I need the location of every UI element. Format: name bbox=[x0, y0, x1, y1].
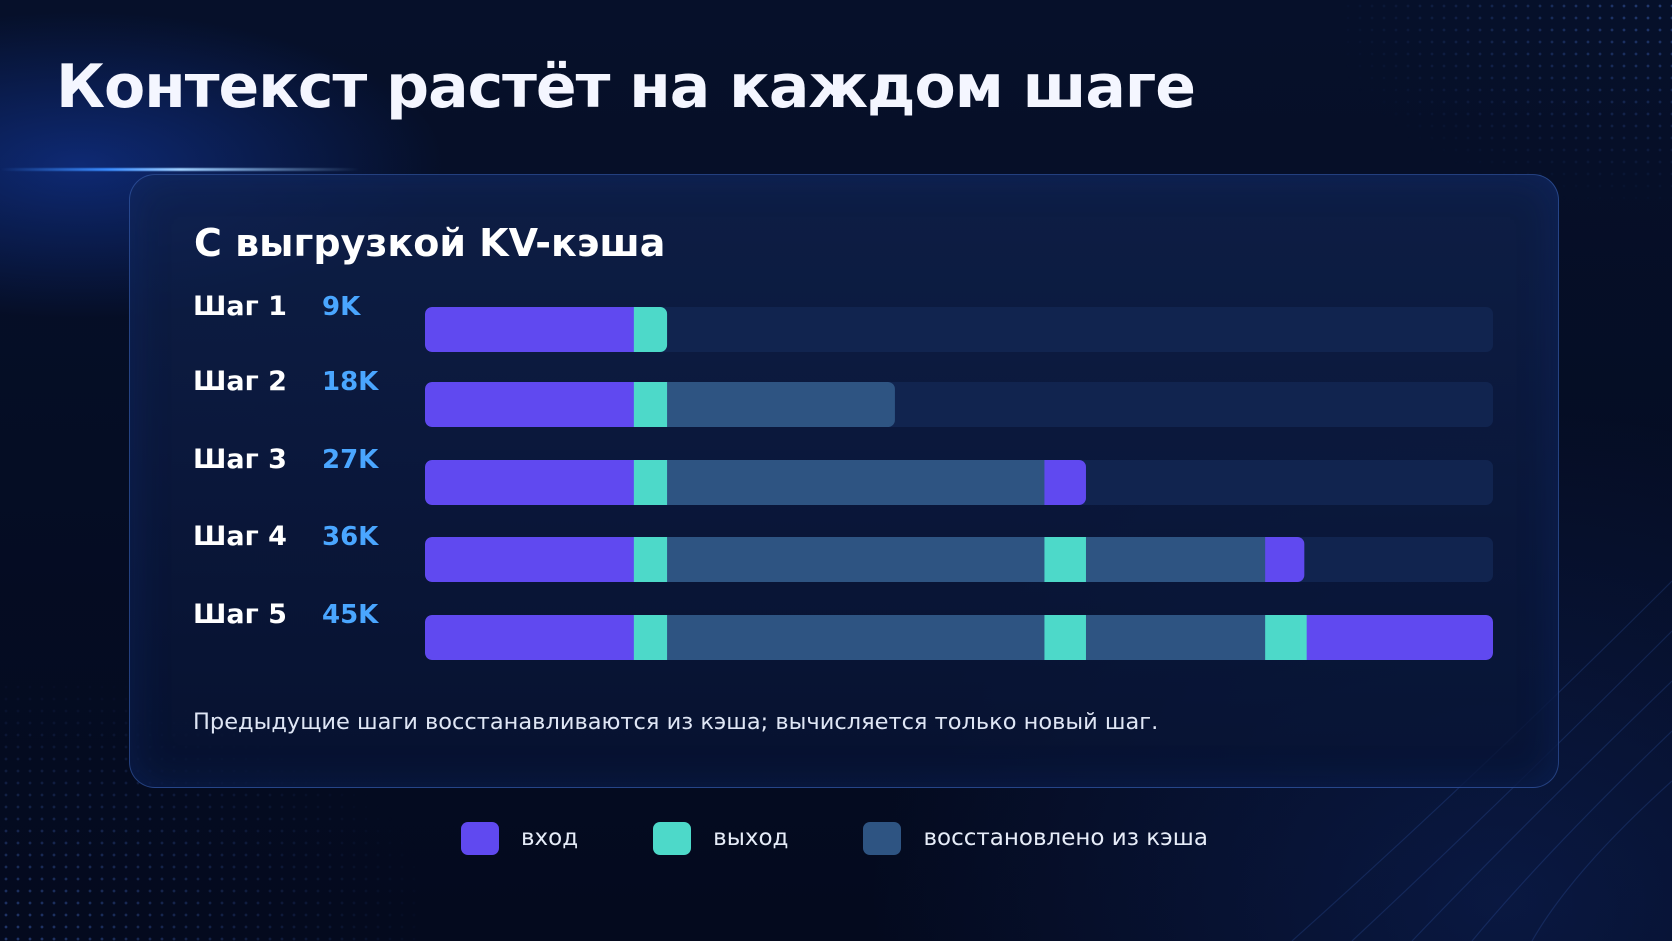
chart-title: С выгрузкой KV-кэша bbox=[194, 221, 666, 265]
row-value-step-5: 45K bbox=[322, 600, 379, 630]
bar-segment-input bbox=[425, 382, 635, 427]
bar-segment-output bbox=[1044, 615, 1087, 660]
row-value-step-1: 9K bbox=[322, 292, 361, 322]
bar-segment-input bbox=[425, 615, 635, 660]
bar-segment-input bbox=[425, 537, 635, 582]
bar-segment-cached bbox=[667, 615, 1045, 660]
bar-segment-output bbox=[633, 615, 668, 660]
bar-segment-output bbox=[1044, 537, 1087, 582]
row-label-step-3: Шаг 3 bbox=[193, 444, 287, 475]
bar-segment-input bbox=[1306, 615, 1493, 660]
bar-segment-output bbox=[633, 460, 668, 505]
bar-segment-input bbox=[1044, 460, 1086, 505]
row-value-step-4: 36K bbox=[322, 522, 379, 552]
bar-row-3 bbox=[425, 460, 1493, 505]
chart-legend: вход выход восстановлено из кэша bbox=[461, 820, 1208, 856]
legend-swatch-output bbox=[653, 821, 692, 855]
row-label-step-5: Шаг 5 bbox=[193, 599, 287, 630]
chart-caption: Предыдущие шаги восстанавливаются из кэш… bbox=[193, 709, 1159, 735]
bar-segment-cached bbox=[1085, 537, 1266, 582]
row-value-step-2: 18K bbox=[322, 367, 379, 397]
bar-segment-output bbox=[633, 382, 668, 427]
bar-segment-output bbox=[1265, 615, 1308, 660]
slide-title: Контекст растёт на каждом шаге bbox=[56, 52, 1196, 122]
bar-segment-cached bbox=[667, 537, 1045, 582]
legend-label-output: выход bbox=[713, 825, 789, 851]
row-label-step-4: Шаг 4 bbox=[193, 521, 287, 552]
decorative-dots-top-right bbox=[1342, 0, 1672, 200]
bar-row-2 bbox=[425, 382, 1493, 427]
legend-label-input: вход bbox=[521, 825, 579, 851]
legend-swatch-cached bbox=[863, 821, 902, 855]
bar-row-4 bbox=[425, 537, 1493, 582]
legend-label-cached: восстановлено из кэша bbox=[923, 825, 1208, 851]
row-label-step-2: Шаг 2 bbox=[193, 366, 287, 397]
chart-panel: С выгрузкой KV-кэша Шаг 1 9K Шаг 2 18K Ш… bbox=[129, 174, 1559, 788]
bar-segment-output bbox=[633, 537, 668, 582]
bar-row-1 bbox=[425, 307, 1493, 352]
bar-segment-input bbox=[1265, 537, 1305, 582]
decorative-glow-line bbox=[0, 168, 360, 171]
legend-item-cached: восстановлено из кэша bbox=[863, 821, 1208, 855]
bar-segment-input bbox=[425, 460, 635, 505]
bar-segment-output bbox=[633, 307, 668, 352]
legend-item-input: вход bbox=[461, 821, 579, 855]
bar-segment-input bbox=[425, 307, 635, 352]
legend-swatch-input bbox=[461, 821, 499, 855]
row-value-step-3: 27K bbox=[322, 445, 379, 475]
bar-segment-cached bbox=[667, 460, 1045, 505]
bar-segment-cached bbox=[667, 382, 895, 427]
bar-row-5 bbox=[425, 615, 1493, 660]
stacked-bar-chart bbox=[425, 307, 1493, 660]
row-label-step-1: Шаг 1 bbox=[193, 291, 287, 322]
legend-item-output: выход bbox=[653, 821, 789, 855]
bar-segment-cached bbox=[1085, 615, 1266, 660]
